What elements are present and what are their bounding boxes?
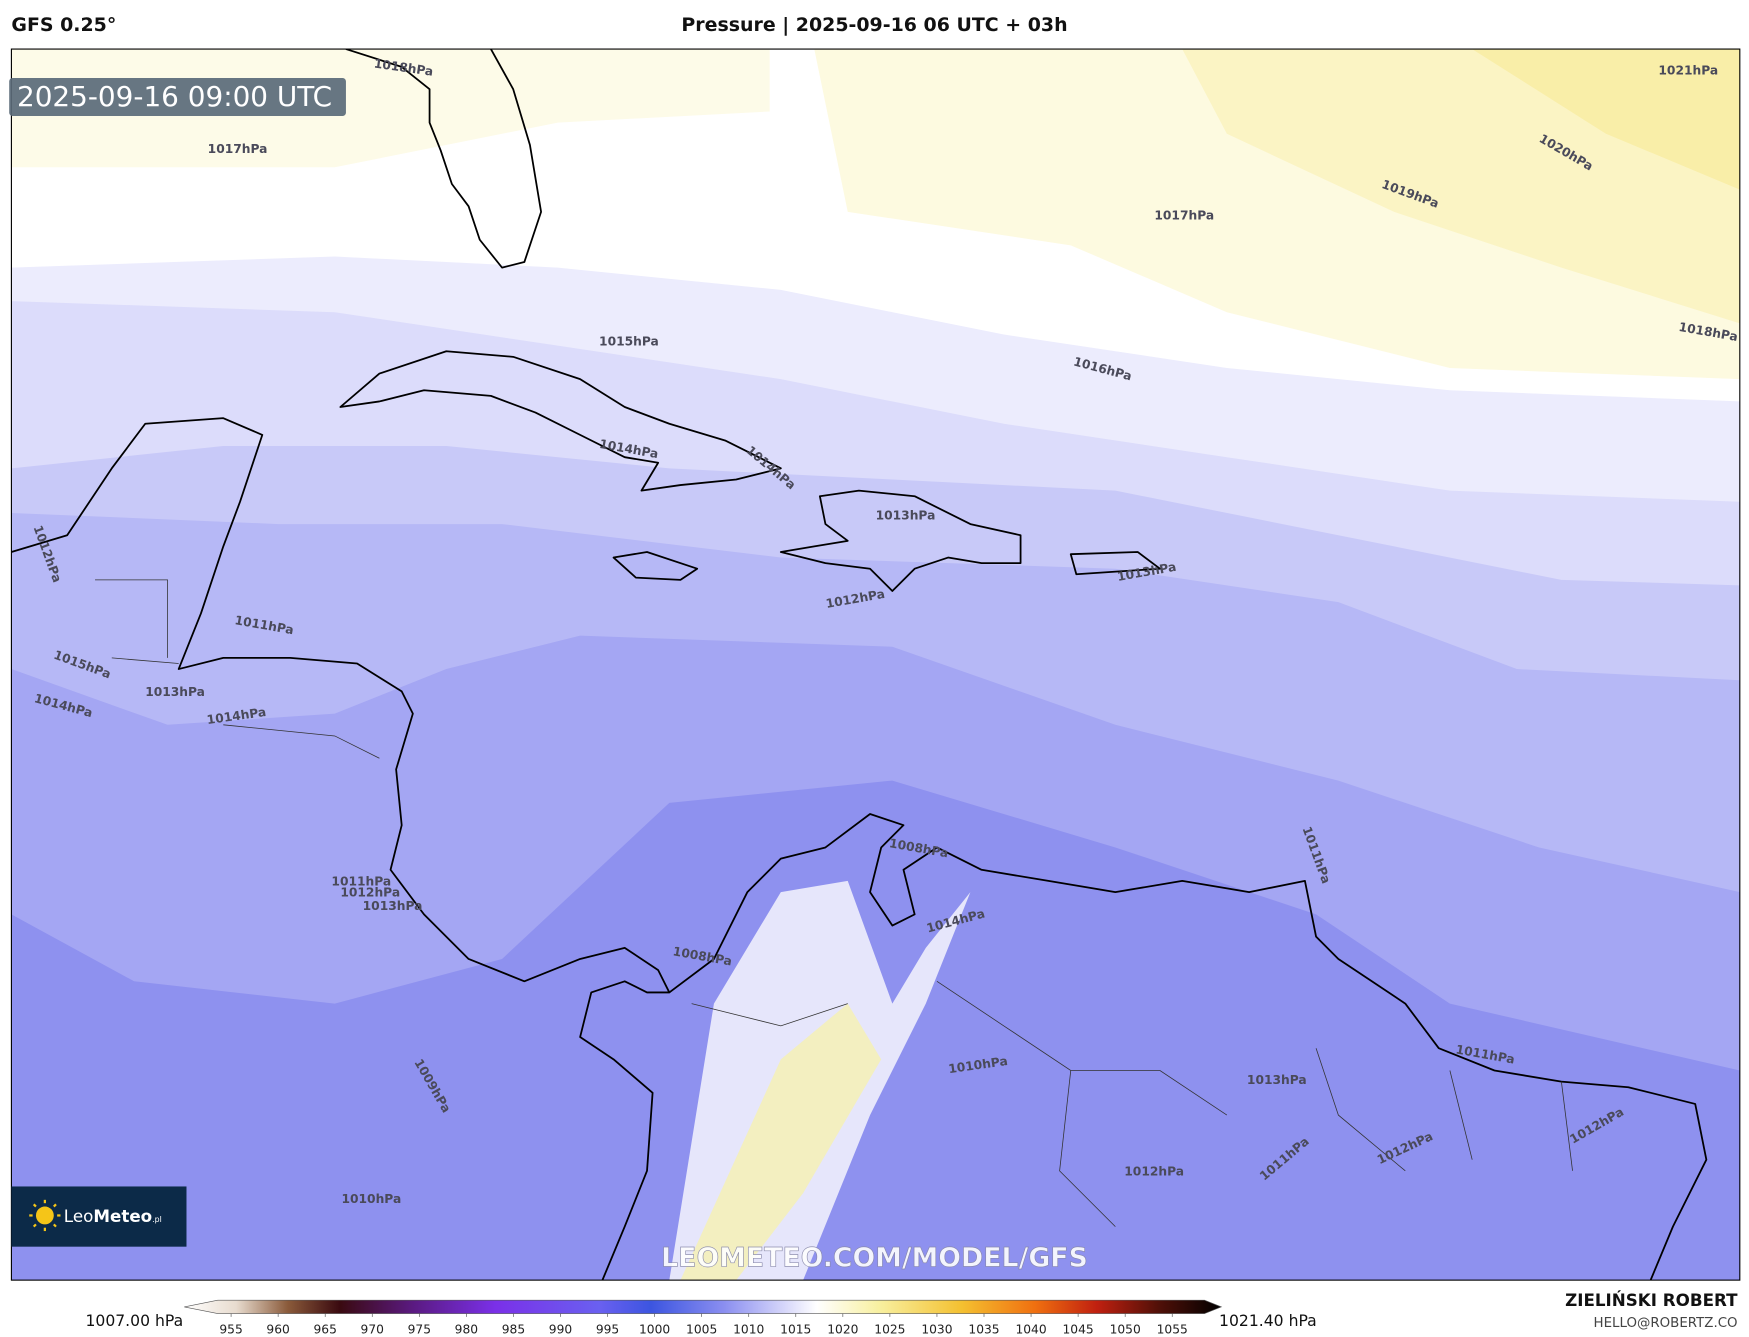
colorbar-tick-label: 955 [219, 1323, 242, 1337]
colorbar-ticks: 955 960 965 970 975 980 985 990 995 1000 1005 1010 1… [219, 1313, 1188, 1337]
colorbar-tick-label: 1040 [1015, 1323, 1046, 1337]
coastline [339, 350, 782, 492]
colorbar-tick-label: 1000 [639, 1323, 670, 1337]
contour-label: 1021hPa [1658, 64, 1718, 78]
colorbar-tick-label: 980 [455, 1323, 478, 1337]
logo-sun [35, 1206, 54, 1225]
map-title: Pressure | 2025-09-16 06 UTC + 03h [681, 14, 1067, 36]
colorbar-tick-label: 985 [502, 1323, 525, 1337]
coastline [1069, 551, 1161, 576]
logo-rays [29, 1199, 61, 1232]
border [95, 579, 1573, 1227]
timestamp: 2025-09-16 09:00 UTC [17, 80, 332, 113]
colorbar-max: 1021.40 hPa [1219, 1312, 1317, 1330]
contour-label: 1012hPa [340, 886, 400, 900]
contour-label: 1011hPa [331, 874, 391, 888]
colorbar-tick-label: 970 [361, 1323, 384, 1337]
colorbar-tick-label: 1015 [780, 1323, 811, 1337]
coastline [345, 49, 542, 269]
logo-light: Leo [64, 1206, 94, 1226]
pressure-field [1472, 49, 1740, 190]
contour-label: 1015hPa [599, 335, 659, 349]
colorbar-tick-label: 1025 [874, 1323, 905, 1337]
colorbar-tick-label: 1050 [1110, 1323, 1141, 1337]
email: HELLO@ROBERTZ.CO [1594, 1316, 1738, 1331]
coastline [11, 417, 671, 1281]
map-frame [10, 48, 1741, 1281]
colorbar-tick-label: 990 [549, 1323, 572, 1337]
logo-suffix: .pl [152, 1215, 162, 1224]
colorbar-tick-label: 1055 [1157, 1323, 1188, 1337]
model-name: GFS 0.25° [11, 14, 116, 36]
author: ZIELIŃSKI ROBERT [1565, 1290, 1738, 1310]
contour-label: 1013hPa [1247, 1073, 1307, 1087]
contour-label: 1013hPa [876, 509, 936, 523]
colorbar-tick-label: 1005 [686, 1323, 717, 1337]
watermark: LEOMETEO.COM/MODEL/GFS [661, 1243, 1088, 1274]
logo-bold: Meteo [93, 1206, 152, 1226]
contour-label: 1013hPa [145, 685, 205, 699]
colorbar-tick-label: 1020 [827, 1323, 858, 1337]
timestamp-box [9, 78, 346, 116]
colorbar-tick-label: 1035 [968, 1323, 999, 1337]
colorbar-tick-label: 995 [596, 1323, 619, 1337]
contour-label: 1012hPa [1124, 1164, 1184, 1178]
coastline [612, 551, 699, 581]
colorbar-tick-label: 965 [314, 1323, 337, 1337]
colorbar-tick-label: 1030 [921, 1323, 952, 1337]
logo-text: LeoMeteo.pl [64, 1206, 162, 1226]
colorbar-tick-label: 1010 [733, 1323, 764, 1337]
colorbar-min: 1007.00 hPa [85, 1312, 183, 1330]
contour-label: 1017hPa [208, 142, 268, 156]
colorbar [184, 1299, 1223, 1314]
colorbar-tick-label: 975 [408, 1323, 431, 1337]
colorbar-tick-label: 1045 [1063, 1323, 1094, 1337]
coastline [779, 489, 1022, 592]
colorbar-tick-label: 960 [266, 1323, 289, 1337]
contour-label: 1013hPa [363, 899, 423, 913]
contour-label: 1010hPa [341, 1192, 401, 1206]
pressure-field [680, 1003, 882, 1281]
map [11, 49, 1740, 1281]
contour-label: 1017hPa [1154, 209, 1214, 223]
